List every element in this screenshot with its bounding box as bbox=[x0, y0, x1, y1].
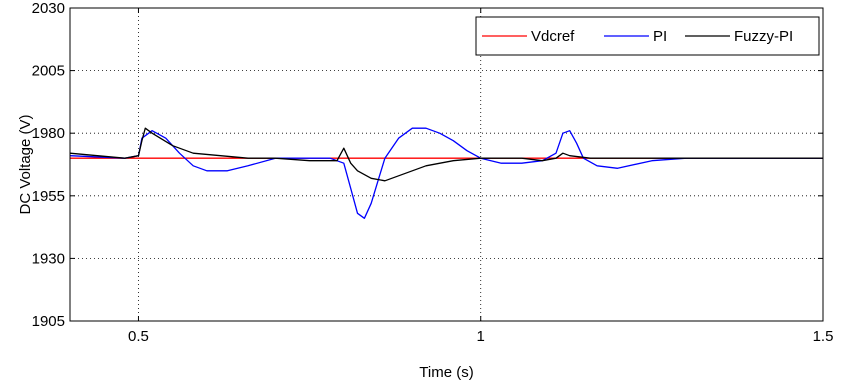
y-axis-label: DC Voltage (V) bbox=[17, 114, 34, 214]
y-tick-label: 1905 bbox=[32, 313, 65, 330]
x-tick-label: 0.5 bbox=[128, 328, 149, 345]
y-tick-label: 2005 bbox=[32, 63, 65, 80]
y-tick-label: 1930 bbox=[32, 250, 65, 267]
legend: Vdcref PI Fuzzy-PI bbox=[475, 16, 820, 56]
y-tick-label: 2030 bbox=[32, 0, 65, 17]
plot-frame bbox=[69, 7, 824, 322]
series-line-pi bbox=[69, 127, 823, 219]
x-tick-label: 1 bbox=[477, 328, 485, 345]
legend-label-vdcref: Vdcref bbox=[531, 28, 575, 45]
legend-label-fuzzy-pi: Fuzzy-PI bbox=[734, 28, 793, 45]
y-tick-label: 1980 bbox=[32, 125, 65, 142]
legend-label-pi: PI bbox=[653, 28, 667, 45]
axis-ticks: 0.5 1 1.5 1905 1930 1955 1980 2005 2030 bbox=[32, 0, 834, 345]
y-tick-label: 1955 bbox=[32, 188, 65, 205]
x-axis-label: Time (s) bbox=[419, 364, 473, 381]
x-tick-label: 1.5 bbox=[813, 328, 834, 345]
series-line-fuzzy-pi bbox=[69, 127, 823, 182]
series-layer bbox=[69, 127, 823, 219]
